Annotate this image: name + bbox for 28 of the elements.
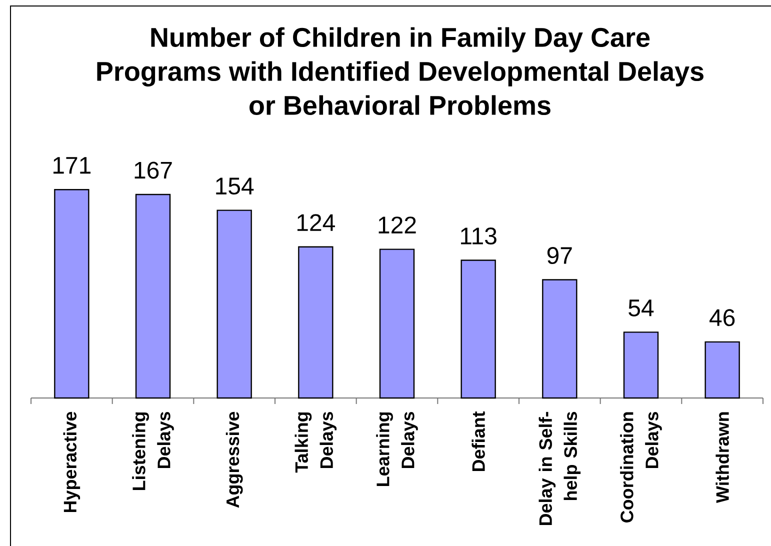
data-label: 54: [628, 300, 654, 316]
x-tick-label: Listening Delays: [132, 412, 174, 490]
data-label: 122: [378, 216, 416, 234]
bar: [704, 341, 740, 399]
x-tick-label: Defiant: [472, 411, 485, 471]
bar: [379, 248, 415, 399]
x-tick-label: Hyperactive: [63, 412, 80, 512]
data-label: 124: [297, 214, 335, 231]
chart-title: Number of Children in Family Day Care Programs with Identified Developmental Delays or Behavioral Problems: [97, 27, 704, 116]
x-tick-label: Withdrawn: [716, 412, 729, 504]
data-label: 97: [547, 247, 572, 264]
bar: [623, 332, 659, 399]
bar: [54, 188, 90, 399]
bar: [135, 194, 171, 399]
data-label: 171: [53, 157, 91, 174]
data-label: 154: [216, 178, 254, 195]
x-tick-label: Talking Delays: [294, 412, 337, 473]
x-tick-label: Aggressive: [226, 412, 243, 508]
bar: [216, 210, 252, 399]
data-label: 167: [134, 162, 172, 179]
bar: [542, 279, 578, 399]
bar: [298, 246, 334, 399]
bar: [460, 260, 496, 399]
x-tick-label: Delay in Self-help Skills: [538, 412, 581, 526]
data-label: 46: [710, 309, 735, 326]
data-label: 113: [461, 228, 496, 245]
x-tick-label: Learning Delays: [376, 412, 418, 486]
x-tick-label: Coordination Delays: [620, 412, 662, 522]
